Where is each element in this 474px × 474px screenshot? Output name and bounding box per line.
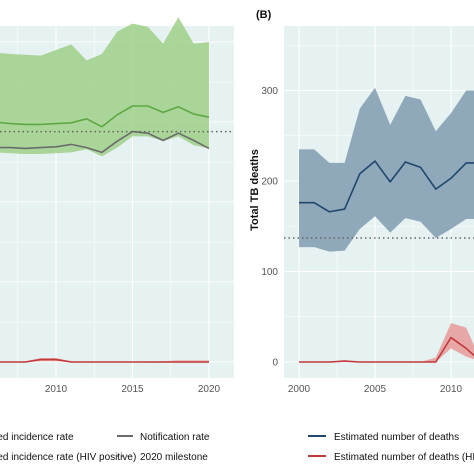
- legend-item-notification-rate: Notification rate: [117, 432, 210, 443]
- series-line-0: [299, 160, 474, 213]
- panel-a-legend: Estimated incidence rate Notification ra…: [0, 432, 210, 463]
- legend-label-incidence-rate: Estimated incidence rate: [0, 432, 74, 443]
- panel-a: 2010 2015 2020: [0, 17, 234, 395]
- y-tick-label: 200: [261, 177, 278, 188]
- legend-label-incidence-rate-hiv: Estimated incidence rate (HIV positive): [0, 452, 136, 463]
- x-tick-label: 2010: [45, 384, 68, 395]
- panel-b-confidence-bands: [299, 87, 474, 362]
- series-line-1: [0, 130, 210, 154]
- series-line-0: [0, 105, 210, 128]
- y-tick-label: 300: [261, 86, 278, 97]
- legend-item-incidence-rate-hiv: Estimated incidence rate (HIV positive): [0, 452, 136, 463]
- y-tick-label: 0: [272, 358, 278, 369]
- x-tick-label: 2010: [440, 384, 463, 395]
- panel-b-y-axis-title: Total TB deaths: [249, 149, 261, 231]
- x-tick-label: 2020: [198, 384, 221, 395]
- legend-label-2020-milestone: 2020 milestone: [140, 452, 208, 463]
- panel-b-label: (B): [256, 9, 272, 21]
- panel-b-series-lines: [284, 160, 474, 363]
- panel-b-x-tick-labels: 2000 2005 2010: [288, 384, 463, 395]
- legend-label-estimated-deaths-hiv: Estimated number of deaths (HIV positive…: [334, 452, 474, 463]
- confidence-band-series-0: [299, 87, 474, 252]
- legend-item-2020-milestone: 2020 milestone: [117, 452, 208, 463]
- panel-b-y-tick-labels: 0 100 200 300: [261, 86, 278, 369]
- x-tick-label: 2015: [121, 384, 144, 395]
- legend-item-estimated-deaths: Estimated number of deaths: [308, 432, 459, 443]
- panel-a-x-tick-labels: 2010 2015 2020: [45, 384, 221, 395]
- series-line-1: [299, 336, 474, 363]
- legend-item-estimated-deaths-hiv: Estimated number of deaths (HIV positive…: [308, 452, 474, 463]
- x-tick-label: 2000: [288, 384, 311, 395]
- panel-b-legend: Estimated number of deaths Estimated num…: [308, 432, 474, 463]
- legend-label-estimated-deaths: Estimated number of deaths: [334, 432, 459, 443]
- legend-label-notification-rate: Notification rate: [140, 432, 210, 443]
- confidence-band-series-1: [299, 323, 474, 362]
- confidence-band-series-0: [0, 17, 209, 157]
- x-tick-label: 2005: [364, 384, 387, 395]
- series-line-2: [0, 358, 209, 363]
- y-tick-label: 100: [261, 267, 278, 278]
- legend-item-incidence-rate: Estimated incidence rate: [0, 432, 74, 443]
- panel-a-series-lines: [0, 105, 234, 363]
